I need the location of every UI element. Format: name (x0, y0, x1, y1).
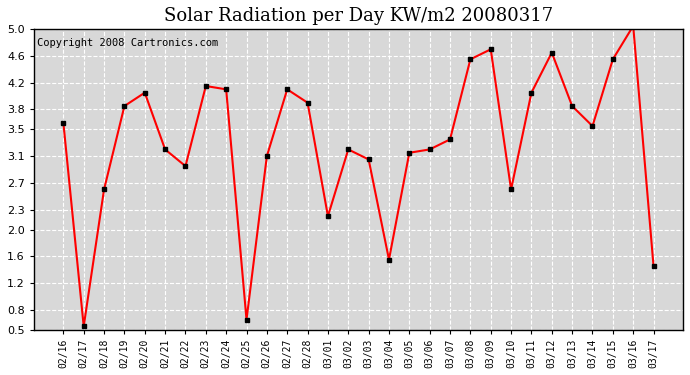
Title: Solar Radiation per Day KW/m2 20080317: Solar Radiation per Day KW/m2 20080317 (164, 7, 553, 25)
Text: Copyright 2008 Cartronics.com: Copyright 2008 Cartronics.com (37, 38, 218, 48)
